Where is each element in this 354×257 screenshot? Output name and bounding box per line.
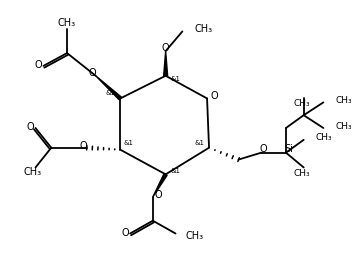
Text: O: O bbox=[210, 91, 218, 102]
Polygon shape bbox=[96, 76, 121, 100]
Text: CH₃: CH₃ bbox=[293, 169, 310, 178]
Text: CH₃: CH₃ bbox=[23, 167, 42, 177]
Text: Si: Si bbox=[285, 144, 293, 154]
Text: O: O bbox=[162, 43, 170, 53]
Text: O: O bbox=[79, 141, 87, 151]
Text: O: O bbox=[89, 68, 97, 78]
Text: CH₃: CH₃ bbox=[185, 232, 204, 242]
Text: CH₃: CH₃ bbox=[335, 122, 352, 131]
Text: O: O bbox=[155, 190, 162, 200]
Polygon shape bbox=[164, 51, 167, 76]
Text: O: O bbox=[35, 60, 42, 70]
Text: &1: &1 bbox=[123, 140, 133, 146]
Text: CH₃: CH₃ bbox=[293, 99, 310, 108]
Text: O: O bbox=[259, 144, 267, 154]
Text: &1: &1 bbox=[171, 76, 181, 82]
Polygon shape bbox=[153, 173, 167, 197]
Text: CH₃: CH₃ bbox=[58, 19, 76, 29]
Text: O: O bbox=[27, 122, 34, 132]
Text: CH₃: CH₃ bbox=[335, 96, 352, 105]
Text: &1: &1 bbox=[194, 140, 204, 146]
Text: O: O bbox=[121, 227, 129, 237]
Text: &1: &1 bbox=[171, 168, 181, 175]
Text: CH₃: CH₃ bbox=[315, 133, 332, 142]
Text: CH₃: CH₃ bbox=[194, 24, 212, 34]
Text: &1: &1 bbox=[105, 90, 115, 96]
